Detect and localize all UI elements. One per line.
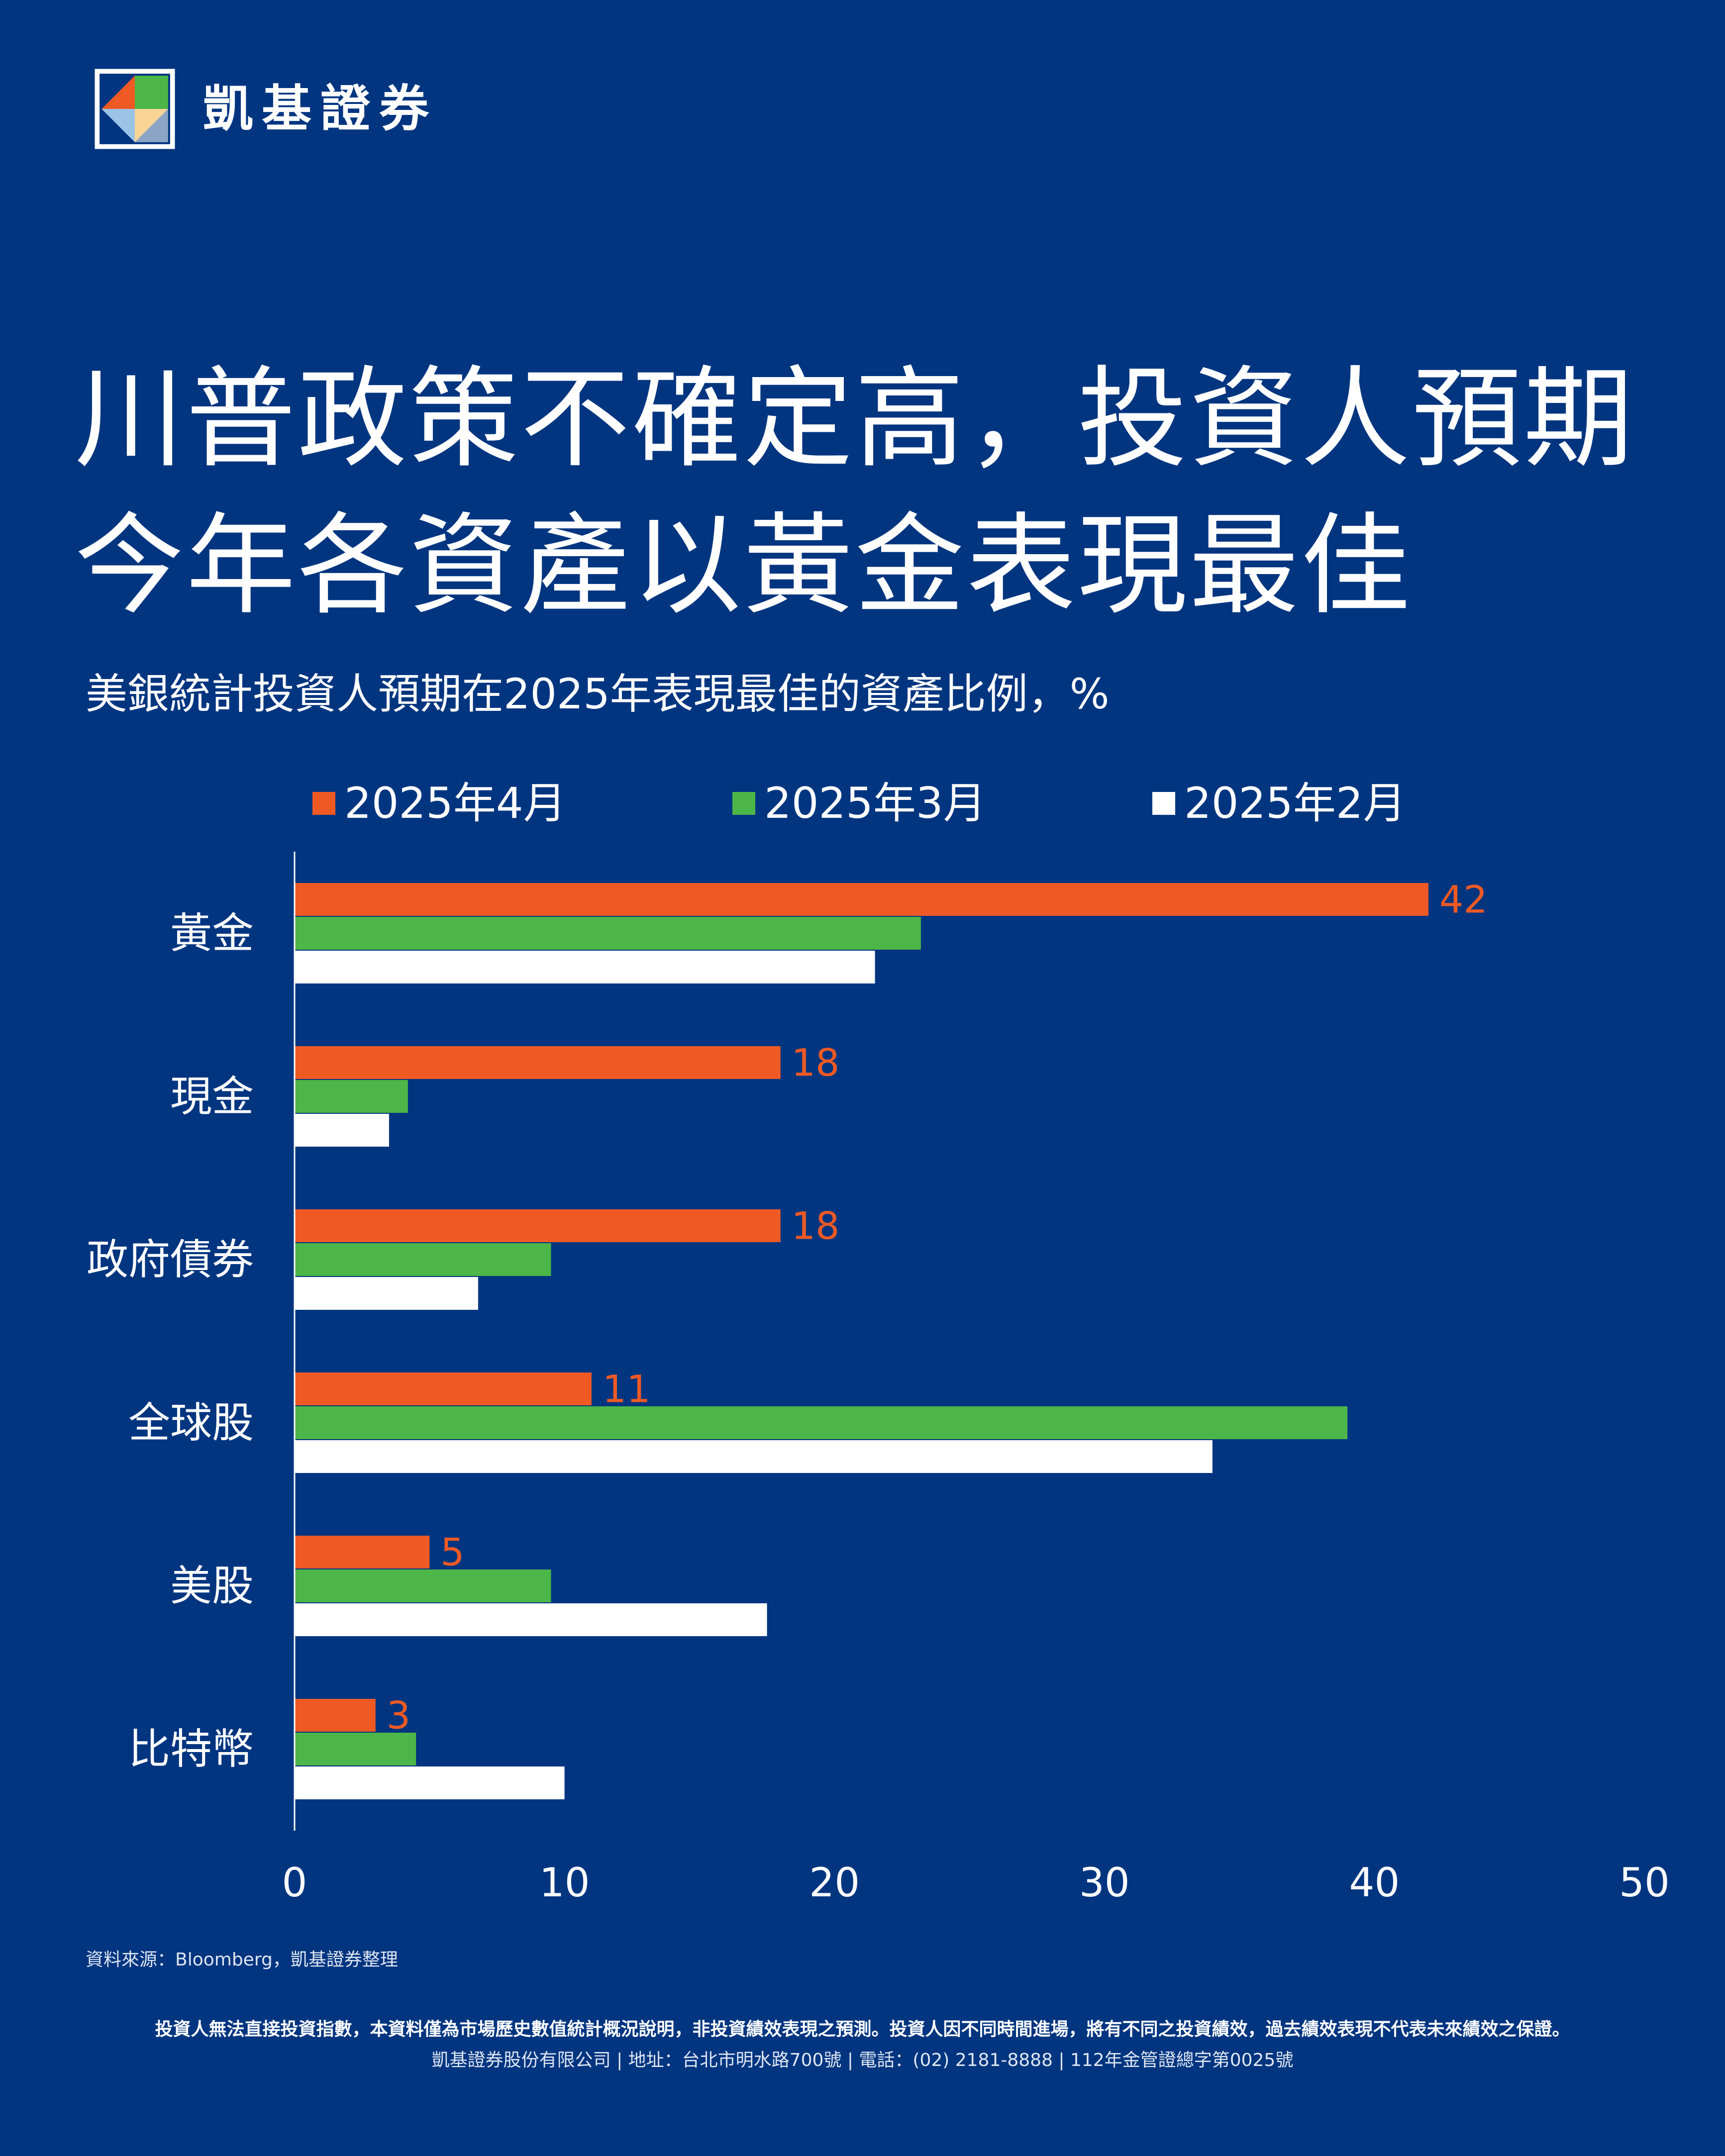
bar-0-series-2 bbox=[295, 951, 875, 983]
category-label-2: 政府債券 bbox=[87, 1235, 254, 1284]
category-label-3: 全球股 bbox=[128, 1398, 254, 1447]
x-tick-label-1: 10 bbox=[539, 1860, 590, 1906]
x-tick-label-0: 0 bbox=[282, 1860, 307, 1906]
legend-label-april: 2025年4月 bbox=[344, 779, 566, 828]
legend-swatch-april bbox=[312, 792, 335, 815]
legend-item-april: 2025年4月 bbox=[312, 776, 566, 831]
category-label-1: 現金 bbox=[170, 1072, 254, 1121]
x-tick-label-4: 40 bbox=[1349, 1860, 1400, 1906]
bar-0-series-1 bbox=[295, 917, 921, 950]
data-label-3: 11 bbox=[603, 1367, 651, 1411]
brand-name: 凱基證券 bbox=[203, 80, 438, 138]
bar-3-series-0 bbox=[295, 1372, 592, 1405]
bar-0-series-0 bbox=[295, 883, 1428, 916]
bar-4-series-1 bbox=[295, 1569, 551, 1602]
chart-subtitle: 美銀統計投資人預期在2025年表現最佳的資產比例，% bbox=[86, 670, 1110, 718]
bar-5-series-1 bbox=[295, 1733, 416, 1765]
bar-5-series-0 bbox=[295, 1699, 376, 1732]
legend-label-february: 2025年2月 bbox=[1184, 779, 1406, 828]
bar-1-series-1 bbox=[295, 1080, 408, 1113]
data-label-4: 5 bbox=[440, 1530, 464, 1574]
bar-2-series-1 bbox=[295, 1243, 551, 1276]
data-label-1: 18 bbox=[792, 1041, 840, 1085]
bar-2-series-0 bbox=[295, 1209, 781, 1242]
bar-1-series-0 bbox=[295, 1046, 781, 1079]
bar-3-series-2 bbox=[295, 1440, 1213, 1473]
data-label-5: 3 bbox=[387, 1693, 410, 1738]
category-label-4: 美股 bbox=[170, 1562, 254, 1610]
bar-2-series-2 bbox=[295, 1277, 478, 1310]
bar-1-series-2 bbox=[295, 1114, 389, 1147]
data-label-0: 42 bbox=[1439, 878, 1488, 922]
bar-4-series-2 bbox=[295, 1603, 767, 1636]
data-label-2: 18 bbox=[792, 1204, 840, 1248]
category-label-5: 比特幣 bbox=[128, 1725, 254, 1773]
x-tick-label-3: 30 bbox=[1079, 1860, 1130, 1906]
legend-swatch-february bbox=[1152, 792, 1175, 815]
disclaimer: 投資人無法直接投資指數，本資料僅為市場歷史數值統計概況說明，非投資績效表現之預測… bbox=[155, 2019, 1570, 2040]
kgi-logo-icon bbox=[95, 69, 175, 149]
title-line-2: 今年各資產以黃金表現最佳 bbox=[75, 502, 1413, 629]
x-tick-label-5: 50 bbox=[1619, 1860, 1670, 1906]
legend-item-february: 2025年2月 bbox=[1152, 776, 1406, 831]
title-line-1: 川普政策不確定高，投資人預期 bbox=[75, 355, 1635, 483]
category-label-0: 黃金 bbox=[170, 909, 254, 958]
bar-4-series-0 bbox=[295, 1536, 430, 1568]
brand-logo: 凱基證券 bbox=[95, 69, 438, 149]
chart-legend: 2025年4月 2025年3月 2025年2月 bbox=[0, 776, 1725, 831]
source-note: 資料來源：Bloomberg，凱基證券整理 bbox=[86, 1950, 398, 1970]
company-info: 凱基證券股份有限公司 | 地址：台北市明水路700號 | 電話：(02) 218… bbox=[431, 2050, 1294, 2070]
x-tick-label-2: 20 bbox=[809, 1860, 860, 1906]
legend-item-march: 2025年3月 bbox=[732, 776, 986, 831]
bar-5-series-2 bbox=[295, 1766, 565, 1799]
legend-label-march: 2025年3月 bbox=[764, 779, 986, 828]
legend-swatch-march bbox=[732, 792, 755, 815]
bar-3-series-1 bbox=[295, 1406, 1348, 1439]
page-title: 川普政策不確定高，投資人預期 今年各資產以黃金表現最佳 bbox=[75, 346, 1635, 639]
